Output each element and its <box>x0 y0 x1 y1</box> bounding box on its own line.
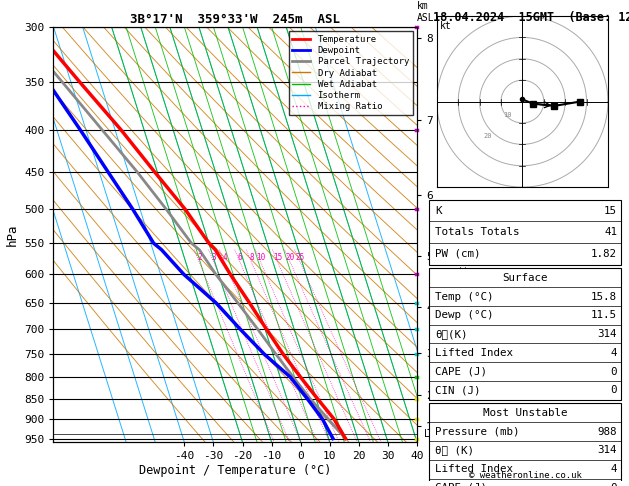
Text: θᴄ(K): θᴄ(K) <box>435 329 468 339</box>
Text: 2: 2 <box>197 253 202 262</box>
Text: Lifted Index: Lifted Index <box>435 348 513 358</box>
Text: CIN (J): CIN (J) <box>435 385 481 396</box>
Text: 4: 4 <box>222 253 227 262</box>
Text: 41: 41 <box>604 227 617 237</box>
Bar <box>430 403 621 486</box>
Text: 20: 20 <box>286 253 295 262</box>
Text: 10: 10 <box>503 112 511 118</box>
Text: 988: 988 <box>598 427 617 436</box>
Text: Lifted Index: Lifted Index <box>435 464 513 474</box>
Text: 15: 15 <box>604 206 617 216</box>
Bar <box>430 200 621 265</box>
Text: CAPE (J): CAPE (J) <box>435 483 487 486</box>
Text: 3: 3 <box>211 253 216 262</box>
Text: 1.82: 1.82 <box>591 249 617 259</box>
Text: kt: kt <box>440 21 452 31</box>
Text: 18.04.2024  15GMT  (Base: 12): 18.04.2024 15GMT (Base: 12) <box>433 11 629 24</box>
Text: km
ASL: km ASL <box>417 1 435 22</box>
Bar <box>430 268 621 400</box>
Text: 0: 0 <box>611 385 617 396</box>
Text: PW (cm): PW (cm) <box>435 249 481 259</box>
Text: 4: 4 <box>611 348 617 358</box>
Y-axis label: hPa: hPa <box>6 223 19 246</box>
Text: 314: 314 <box>598 445 617 455</box>
Text: 4: 4 <box>611 464 617 474</box>
Legend: Temperature, Dewpoint, Parcel Trajectory, Dry Adiabat, Wet Adiabat, Isotherm, Mi: Temperature, Dewpoint, Parcel Trajectory… <box>289 31 413 115</box>
Text: CAPE (J): CAPE (J) <box>435 367 487 377</box>
Text: Dewp (°C): Dewp (°C) <box>435 310 494 320</box>
Text: Totals Totals: Totals Totals <box>435 227 520 237</box>
Text: LCL: LCL <box>425 429 442 439</box>
Text: 6: 6 <box>238 253 242 262</box>
Text: 0: 0 <box>611 367 617 377</box>
Title: 3B°17'N  359°33'W  245m  ASL: 3B°17'N 359°33'W 245m ASL <box>130 13 340 26</box>
Text: 11.5: 11.5 <box>591 310 617 320</box>
Text: θᴄ (K): θᴄ (K) <box>435 445 474 455</box>
Text: © weatheronline.co.uk: © weatheronline.co.uk <box>469 471 582 480</box>
Text: Pressure (mb): Pressure (mb) <box>435 427 520 436</box>
Text: 0: 0 <box>611 483 617 486</box>
Text: 10: 10 <box>256 253 265 262</box>
X-axis label: Dewpoint / Temperature (°C): Dewpoint / Temperature (°C) <box>139 464 331 477</box>
Text: Temp (°C): Temp (°C) <box>435 292 494 301</box>
Text: 15: 15 <box>273 253 282 262</box>
Text: Most Unstable: Most Unstable <box>483 408 567 418</box>
Text: 15.8: 15.8 <box>591 292 617 301</box>
Text: 25: 25 <box>296 253 305 262</box>
Text: Mixing Ratio (g/kg): Mixing Ratio (g/kg) <box>459 212 469 324</box>
Text: Surface: Surface <box>503 273 548 283</box>
Text: 8: 8 <box>249 253 254 262</box>
Text: 20: 20 <box>484 133 493 139</box>
Text: K: K <box>435 206 442 216</box>
Text: 314: 314 <box>598 329 617 339</box>
